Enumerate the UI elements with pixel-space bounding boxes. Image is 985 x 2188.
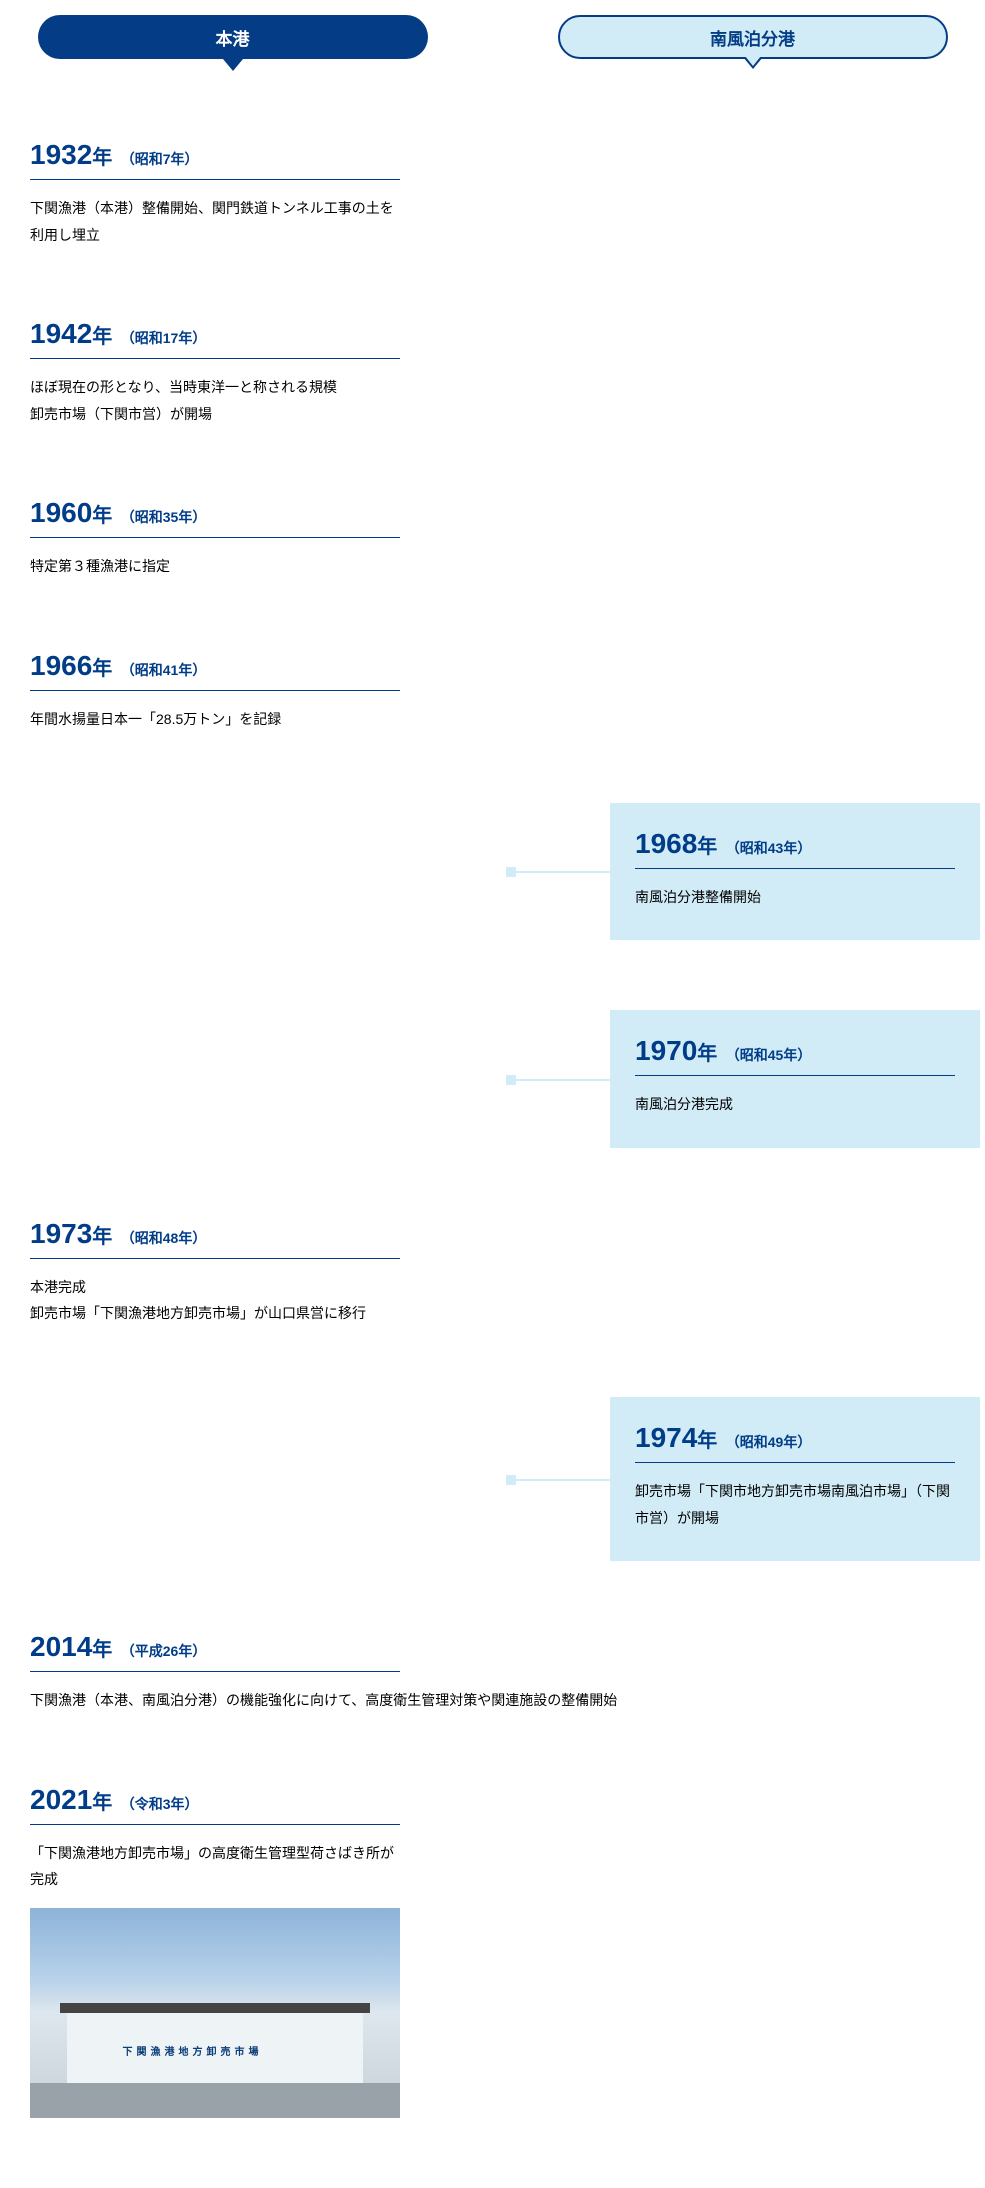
era-label: （昭和7年） — [121, 151, 199, 167]
year-suffix: 年 — [92, 505, 112, 527]
year-suffix: 年 — [92, 1639, 112, 1661]
photo-sign-text: 下関漁港地方卸売市場 — [123, 2043, 263, 2058]
timeline-entry-left: 1966年 （昭和41年） 年間水揚量日本一「28.5万トン」を記録 — [30, 650, 400, 733]
year-number: 1942 — [30, 318, 92, 349]
year-number: 1974 — [635, 1422, 697, 1453]
timeline-description: 南風泊分港完成 — [635, 1091, 955, 1118]
era-label: （昭和35年） — [121, 509, 207, 525]
era-label: （昭和45年） — [726, 1047, 812, 1063]
timeline-description: 本港完成卸売市場「下関漁港地方卸売市場」が山口県営に移行 — [30, 1274, 400, 1327]
timeline-year-heading: 1960年 （昭和35年） — [30, 497, 400, 538]
era-label: （昭和49年） — [726, 1434, 812, 1450]
era-label: （令和3年） — [121, 1796, 199, 1812]
timeline-year-heading: 1966年 （昭和41年） — [30, 650, 400, 691]
timeline-year-heading: 2021年 （令和3年） — [30, 1784, 400, 1825]
timeline: 1932年 （昭和7年） 下関漁港（本港）整備開始、関門鉄道トンネル工事の土を利… — [0, 139, 985, 2118]
year-number: 1970 — [635, 1035, 697, 1066]
timeline-description: 卸売市場「下関市地方卸売市場南風泊市場」（下関市営）が開場 — [635, 1478, 955, 1531]
timeline-description: 南風泊分港整備開始 — [635, 884, 955, 911]
connector-line — [515, 1479, 610, 1481]
timeline-entry-left: 1973年 （昭和48年） 本港完成卸売市場「下関漁港地方卸売市場」が山口県営に… — [30, 1218, 400, 1327]
year-suffix: 年 — [697, 836, 717, 858]
timeline-entry-right: 1970年 （昭和45年） 南風泊分港完成 — [610, 1010, 980, 1148]
tab-honko[interactable]: 本港 — [38, 15, 428, 59]
year-number: 1966 — [30, 650, 92, 681]
tabs-container: 本港 南風泊分港 — [0, 0, 985, 59]
era-label: （平成26年） — [121, 1643, 207, 1659]
era-label: （昭和41年） — [121, 662, 207, 678]
timeline-description: 下関漁港（本港、南風泊分港）の機能強化に向けて、高度衛生管理対策や関連施設の整備… — [30, 1687, 955, 1714]
timeline-description: 下関漁港（本港）整備開始、関門鉄道トンネル工事の土を利用し埋立 — [30, 195, 400, 248]
connector-line — [515, 1079, 610, 1081]
connector-line — [515, 871, 610, 873]
year-suffix: 年 — [697, 1043, 717, 1065]
year-number: 1968 — [635, 828, 697, 859]
timeline-year-heading: 1932年 （昭和7年） — [30, 139, 400, 180]
timeline-entry-left: 1942年 （昭和17年） ほぼ現在の形となり、当時東洋一と称される規模卸売市場… — [30, 318, 400, 427]
timeline-entry-right: 1968年 （昭和43年） 南風泊分港整備開始 — [610, 803, 980, 941]
timeline-year-heading: 1942年 （昭和17年） — [30, 318, 400, 359]
timeline-entry-full: 2014年 （平成26年） 下関漁港（本港、南風泊分港）の機能強化に向けて、高度… — [30, 1631, 955, 1714]
timeline-year-heading: 1974年 （昭和49年） — [635, 1422, 955, 1463]
timeline-entry-right: 1974年 （昭和49年） 卸売市場「下関市地方卸売市場南風泊市場」（下関市営）… — [610, 1397, 980, 1561]
timeline-year-heading: 1968年 （昭和43年） — [635, 828, 955, 869]
era-label: （昭和43年） — [726, 840, 812, 856]
timeline-entry-left: 1932年 （昭和7年） 下関漁港（本港）整備開始、関門鉄道トンネル工事の土を利… — [30, 139, 400, 248]
timeline-description: ほぼ現在の形となり、当時東洋一と称される規模卸売市場（下関市営）が開場 — [30, 374, 400, 427]
timeline-entry-left: 1960年 （昭和35年） 特定第３種漁港に指定 — [30, 497, 400, 580]
era-label: （昭和48年） — [121, 1230, 207, 1246]
year-suffix: 年 — [92, 1226, 112, 1248]
year-number: 1932 — [30, 139, 92, 170]
timeline-right-box: 1968年 （昭和43年） 南風泊分港整備開始 — [610, 803, 980, 941]
timeline-year-heading: 1973年 （昭和48年） — [30, 1218, 400, 1259]
year-suffix: 年 — [92, 326, 112, 348]
timeline-description: 年間水揚量日本一「28.5万トン」を記録 — [30, 706, 400, 733]
timeline-description: 特定第３種漁港に指定 — [30, 553, 400, 580]
tab-haedomari[interactable]: 南風泊分港 — [558, 15, 948, 59]
year-suffix: 年 — [92, 1792, 112, 1814]
year-number: 2014 — [30, 1631, 92, 1662]
year-suffix: 年 — [697, 1430, 717, 1452]
timeline-description: 「下関漁港地方卸売市場」の高度衛生管理型荷さばき所が完成 — [30, 1840, 400, 1893]
year-suffix: 年 — [92, 147, 112, 169]
year-number: 1960 — [30, 497, 92, 528]
era-label: （昭和17年） — [121, 330, 207, 346]
market-photo: 下関漁港地方卸売市場 — [30, 1908, 400, 2118]
timeline-year-heading: 2014年 （平成26年） — [30, 1631, 400, 1672]
year-suffix: 年 — [92, 658, 112, 680]
timeline-right-box: 1974年 （昭和49年） 卸売市場「下関市地方卸売市場南風泊市場」（下関市営）… — [610, 1397, 980, 1561]
timeline-right-box: 1970年 （昭和45年） 南風泊分港完成 — [610, 1010, 980, 1148]
timeline-year-heading: 1970年 （昭和45年） — [635, 1035, 955, 1076]
year-number: 2021 — [30, 1784, 92, 1815]
year-number: 1973 — [30, 1218, 92, 1249]
timeline-entry-left: 2021年 （令和3年） 「下関漁港地方卸売市場」の高度衛生管理型荷さばき所が完… — [30, 1784, 400, 2118]
